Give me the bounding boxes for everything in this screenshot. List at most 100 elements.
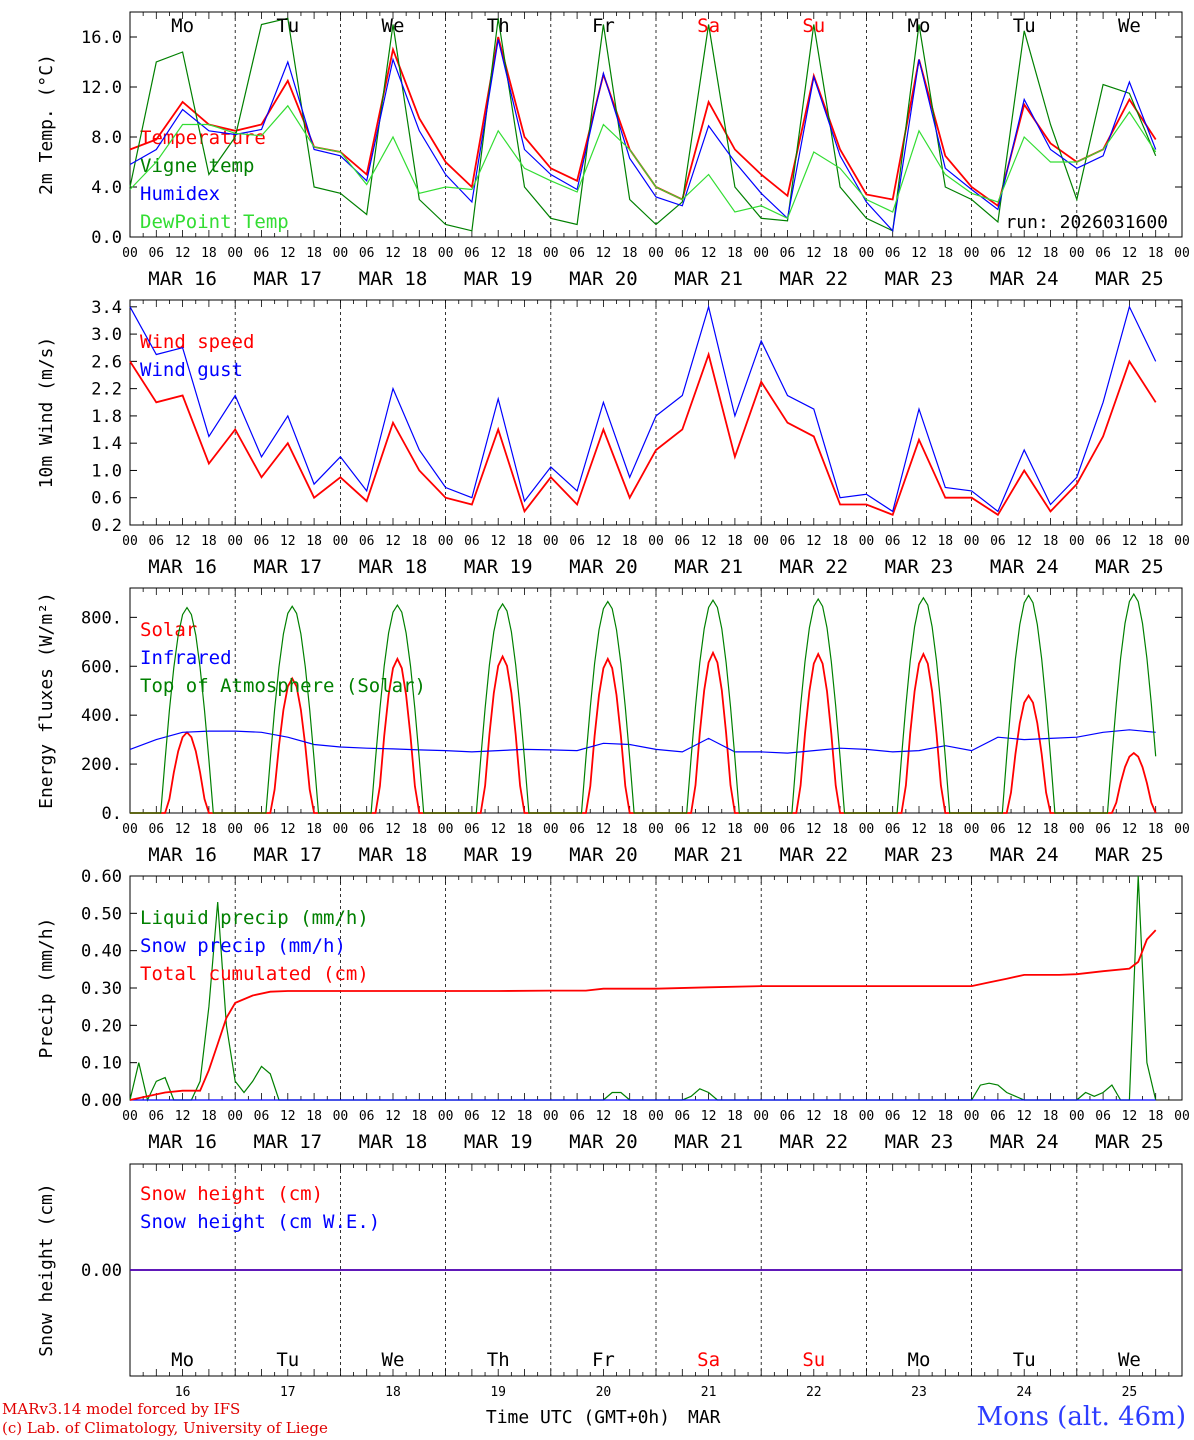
run-label: run: 2026031600 xyxy=(1005,212,1168,233)
hour-tick-label: 12 xyxy=(596,534,612,549)
hour-tick-label: 12 xyxy=(1016,246,1032,261)
day-date-label: MAR 22 xyxy=(779,1131,848,1153)
hour-tick-label: 12 xyxy=(1122,534,1138,549)
hour-tick-label: 18 xyxy=(622,822,638,837)
y-axis-label: Snow height (cm) xyxy=(36,1183,57,1356)
hour-tick-label: 18 xyxy=(832,534,848,549)
day-date-label: MAR 22 xyxy=(779,844,848,866)
hour-tick-label: 12 xyxy=(175,534,191,549)
day-name-top: Tu xyxy=(1013,15,1036,37)
hour-tick-label: 00 xyxy=(753,246,769,261)
series-line-temperature xyxy=(129,36,1157,208)
hour-tick-label: 06 xyxy=(674,534,690,549)
hour-tick-label: 00 xyxy=(964,246,980,261)
day-date-label: MAR 21 xyxy=(674,556,743,578)
hour-tick-label: 06 xyxy=(885,534,901,549)
day-date-label: MAR 20 xyxy=(569,268,638,290)
hour-tick-label: 12 xyxy=(701,1109,717,1124)
legend-entry: Snow precip (mm/h) xyxy=(140,935,346,957)
day-date-label: MAR 16 xyxy=(148,844,217,866)
hour-tick-label: 00 xyxy=(1069,1109,1085,1124)
day-name-top: Mo xyxy=(908,15,931,37)
y-axis-label: 10m Wind (m/s) xyxy=(36,337,57,489)
credit-model: MARv3.14 model forced by IFS xyxy=(2,1400,241,1418)
day-name-bottom: We xyxy=(1118,1349,1141,1371)
y-tick-label: 0.40 xyxy=(81,942,122,962)
day-date-label: MAR 19 xyxy=(464,1131,533,1153)
hour-tick-label: 00 xyxy=(753,1109,769,1124)
hour-tick-label: 18 xyxy=(937,534,953,549)
hour-tick-label: 00 xyxy=(122,1109,138,1124)
hour-tick-label: 12 xyxy=(385,246,401,261)
hour-tick-label: 00 xyxy=(964,534,980,549)
hour-tick-label: 00 xyxy=(333,246,349,261)
hour-tick-label: 00 xyxy=(1174,1109,1190,1124)
y-tick-label: 0.50 xyxy=(81,904,122,924)
hour-tick-label: 00 xyxy=(1174,534,1190,549)
y-tick-label: 1.0 xyxy=(91,461,122,481)
series-line-dewpoint-temp xyxy=(129,104,1157,220)
hour-tick-label: 00 xyxy=(753,534,769,549)
hour-tick-label: 00 xyxy=(543,246,559,261)
hour-tick-label: 06 xyxy=(1095,534,1111,549)
hour-tick-label: 06 xyxy=(885,822,901,837)
hour-tick-label: 06 xyxy=(359,822,375,837)
hour-tick-label: 18 xyxy=(1148,534,1164,549)
panel-frame xyxy=(129,11,1183,238)
hour-tick-label: 06 xyxy=(464,822,480,837)
day-date-label: MAR 19 xyxy=(464,556,533,578)
series-line-humidex xyxy=(129,39,1157,233)
day-date-label: MAR 22 xyxy=(779,556,848,578)
legend-entry: Top of Atmosphere (Solar) xyxy=(140,675,426,697)
day-date-label: MAR 25 xyxy=(1095,268,1164,290)
hour-tick-label: 12 xyxy=(806,822,822,837)
hour-tick-label: 18 xyxy=(937,822,953,837)
x-axis-label: Time UTC (GMT+0h) xyxy=(486,1407,670,1428)
hour-tick-label: 00 xyxy=(859,534,875,549)
y-tick-label: 2.2 xyxy=(91,380,122,400)
hour-tick-label: 06 xyxy=(359,534,375,549)
hour-tick-label: 12 xyxy=(385,1109,401,1124)
hour-tick-label: 12 xyxy=(911,246,927,261)
y-tick-label: 2.6 xyxy=(91,352,122,372)
hour-tick-label: 12 xyxy=(806,1109,822,1124)
panel-precip: 0.00 0.10 0.20 0.30 0.40 0.50 0.60 Precip (mm/h… xyxy=(36,867,1190,1153)
x-axis-month: MAR xyxy=(688,1407,721,1428)
day-name-top: Th xyxy=(487,15,510,37)
day-name-bottom: Su xyxy=(802,1349,825,1371)
hour-tick-label: 00 xyxy=(753,822,769,837)
hour-tick-label: 12 xyxy=(701,246,717,261)
hour-tick-label: 00 xyxy=(1069,822,1085,837)
hour-tick-label: 00 xyxy=(543,534,559,549)
day-name-top: Mo xyxy=(171,15,194,37)
hour-tick-label: 00 xyxy=(438,822,454,837)
y-tick-label: 12.0 xyxy=(81,78,122,98)
day-date-label: MAR 24 xyxy=(990,1131,1059,1153)
hour-tick-label: 00 xyxy=(227,246,243,261)
y-tick-label: 1.4 xyxy=(91,434,122,454)
hour-tick-label: 06 xyxy=(148,246,164,261)
hour-tick-label: 00 xyxy=(648,534,664,549)
hour-tick-label: 12 xyxy=(280,246,296,261)
hour-tick-label: 12 xyxy=(596,822,612,837)
hour-tick-label: 06 xyxy=(780,1109,796,1124)
hour-tick-label: 06 xyxy=(885,246,901,261)
hour-tick-label: 06 xyxy=(359,1109,375,1124)
hour-tick-label: 00 xyxy=(1174,246,1190,261)
hour-tick-label: 00 xyxy=(122,534,138,549)
hour-tick-label: 18 xyxy=(411,1109,427,1124)
day-date-label: MAR 25 xyxy=(1095,1131,1164,1153)
hour-tick-label: 12 xyxy=(701,822,717,837)
day-date-label: MAR 17 xyxy=(253,844,322,866)
hour-tick-label: 12 xyxy=(1122,246,1138,261)
hour-tick-label: 12 xyxy=(911,534,927,549)
hour-tick-label: 00 xyxy=(648,822,664,837)
hour-tick-label: 06 xyxy=(569,534,585,549)
day-date-label: MAR 25 xyxy=(1095,844,1164,866)
hour-tick-label: 18 xyxy=(411,246,427,261)
y-tick-label: 0.30 xyxy=(81,979,122,999)
legend-entry: Snow height (cm) xyxy=(140,1183,323,1205)
day-number: 16 xyxy=(175,1385,191,1400)
series-line-infrared xyxy=(129,729,1156,754)
